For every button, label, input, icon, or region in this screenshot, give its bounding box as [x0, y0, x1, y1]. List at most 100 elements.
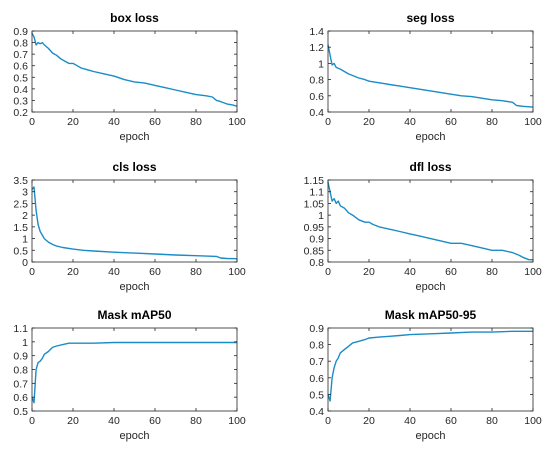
x-tick-label: 60 [445, 116, 457, 128]
y-tick-label: 0.9 [309, 323, 324, 335]
x-tick-label: 80 [486, 266, 498, 278]
y-tick-label: 0.9 [309, 234, 324, 246]
x-axis-label: epoch [120, 430, 150, 442]
x-axis-label: epoch [120, 131, 150, 143]
axes-box [327, 179, 534, 263]
y-tick-label: 0.7 [309, 356, 324, 368]
x-tick-label: 80 [190, 266, 202, 278]
axes-box [31, 179, 238, 263]
x-tick-label: 60 [149, 415, 161, 427]
y-tick-label: 3.5 [13, 175, 28, 187]
x-tick-label: 20 [363, 266, 375, 278]
x-tick-label: 20 [363, 415, 375, 427]
series-line [327, 330, 533, 402]
x-tick-label: 20 [67, 266, 79, 278]
y-tick-label: 0.4 [309, 107, 324, 119]
series-line [31, 341, 237, 404]
y-tick-label: 0.8 [309, 257, 324, 269]
x-tick-label: 100 [524, 266, 542, 278]
x-tick-label: 100 [228, 116, 246, 128]
y-tick-label: 1.5 [13, 222, 28, 234]
axes-box [31, 30, 238, 113]
x-tick-label: 100 [228, 266, 246, 278]
subplot-3: cls loss 0 20 40 60 80 100 00.511.522.533.5 epoc… [13, 160, 246, 293]
x-tick-label: 20 [67, 116, 79, 128]
y-tick-label: 0.3 [13, 95, 28, 107]
x-tick-label: 40 [404, 116, 416, 128]
axes-box [327, 30, 534, 113]
x-tick-label: 100 [524, 415, 542, 427]
x-tick-label: 40 [404, 415, 416, 427]
y-tick-label: 1.4 [309, 26, 324, 38]
y-tick-label: 0.95 [304, 222, 325, 234]
x-tick-label: 60 [445, 415, 457, 427]
x-tick-label: 40 [108, 116, 120, 128]
y-tick-label: 0.4 [309, 406, 324, 418]
x-tick-label: 40 [404, 266, 416, 278]
y-tick-label: 1.1 [13, 323, 28, 335]
plot-title: Mask mAP50 [97, 308, 171, 322]
y-tick-label: 0.6 [13, 61, 28, 73]
x-axis-label: epoch [416, 281, 446, 293]
y-tick-label: 2 [22, 210, 28, 222]
y-tick-label: 0.4 [13, 84, 28, 96]
plot-title: cls loss [112, 160, 156, 174]
y-tick-label: 0.5 [309, 389, 324, 401]
x-tick-label: 0 [325, 415, 331, 427]
y-tick-label: 0.9 [13, 26, 28, 38]
y-tick-label: 0.8 [309, 340, 324, 352]
x-tick-label: 80 [486, 415, 498, 427]
x-tick-label: 0 [29, 415, 35, 427]
x-tick-label: 0 [325, 266, 331, 278]
subplot-2: seg loss 0 20 40 60 80 100 0.4 0.6 0.8 1 1.2 1.4 epoc… [309, 11, 542, 143]
x-tick-label: 0 [325, 116, 331, 128]
y-tick-label: 0.8 [13, 365, 28, 377]
x-axis-label: epoch [120, 281, 150, 293]
y-tick-label: 1 [318, 210, 324, 222]
x-tick-label: 80 [486, 116, 498, 128]
x-tick-label: 40 [108, 415, 120, 427]
y-tick-label: 0 [22, 257, 28, 269]
y-tick-label: 0.2 [13, 107, 28, 119]
x-tick-label: 100 [228, 415, 246, 427]
y-tick-label: 0.7 [13, 378, 28, 390]
y-tick-label: 0.6 [309, 373, 324, 385]
x-tick-label: 60 [445, 266, 457, 278]
series-line [327, 182, 533, 261]
axes-box [31, 327, 238, 412]
x-tick-label: 80 [190, 415, 202, 427]
y-tick-label: 0.5 [13, 406, 28, 418]
x-tick-label: 0 [29, 116, 35, 128]
subplot-6: Mask mAP50-95 0 20 40 60 80 100 0.4 0.5 0.6 0.7 0.8… [309, 308, 542, 442]
y-tick-label: 0.6 [13, 392, 28, 404]
y-tick-label: 0.5 [13, 245, 28, 257]
x-tick-label: 60 [149, 266, 161, 278]
x-tick-label: 80 [190, 116, 202, 128]
x-tick-label: 20 [67, 415, 79, 427]
x-tick-label: 60 [149, 116, 161, 128]
plot-title: seg loss [406, 11, 454, 25]
plot-title: dfl loss [409, 160, 451, 174]
y-tick-label: 1.1 [309, 187, 324, 199]
y-tick-label: 2.5 [13, 198, 28, 210]
y-tick-label: 0.6 [309, 91, 324, 103]
x-tick-label: 0 [29, 266, 35, 278]
y-tick-label: 1 [318, 58, 324, 70]
plot-title: box loss [110, 11, 159, 25]
series-line [31, 186, 238, 260]
subplot-5: Mask mAP50 0 20 40 60 80 100 0.5 0.6 0.70.8 0.9 1 1.… [13, 308, 246, 442]
x-axis-label: epoch [416, 131, 446, 143]
x-tick-label: 40 [108, 266, 120, 278]
y-tick-label: 3 [22, 187, 28, 199]
y-tick-label: 0.85 [304, 245, 325, 257]
y-tick-label: 1 [22, 337, 28, 349]
x-tick-label: 20 [363, 116, 375, 128]
y-tick-label: 0.9 [13, 351, 28, 363]
plot-title: Mask mAP50-95 [385, 308, 477, 322]
y-tick-label: 0.5 [13, 72, 28, 84]
y-tick-label: 1.15 [304, 175, 325, 187]
series-line [31, 32, 238, 107]
